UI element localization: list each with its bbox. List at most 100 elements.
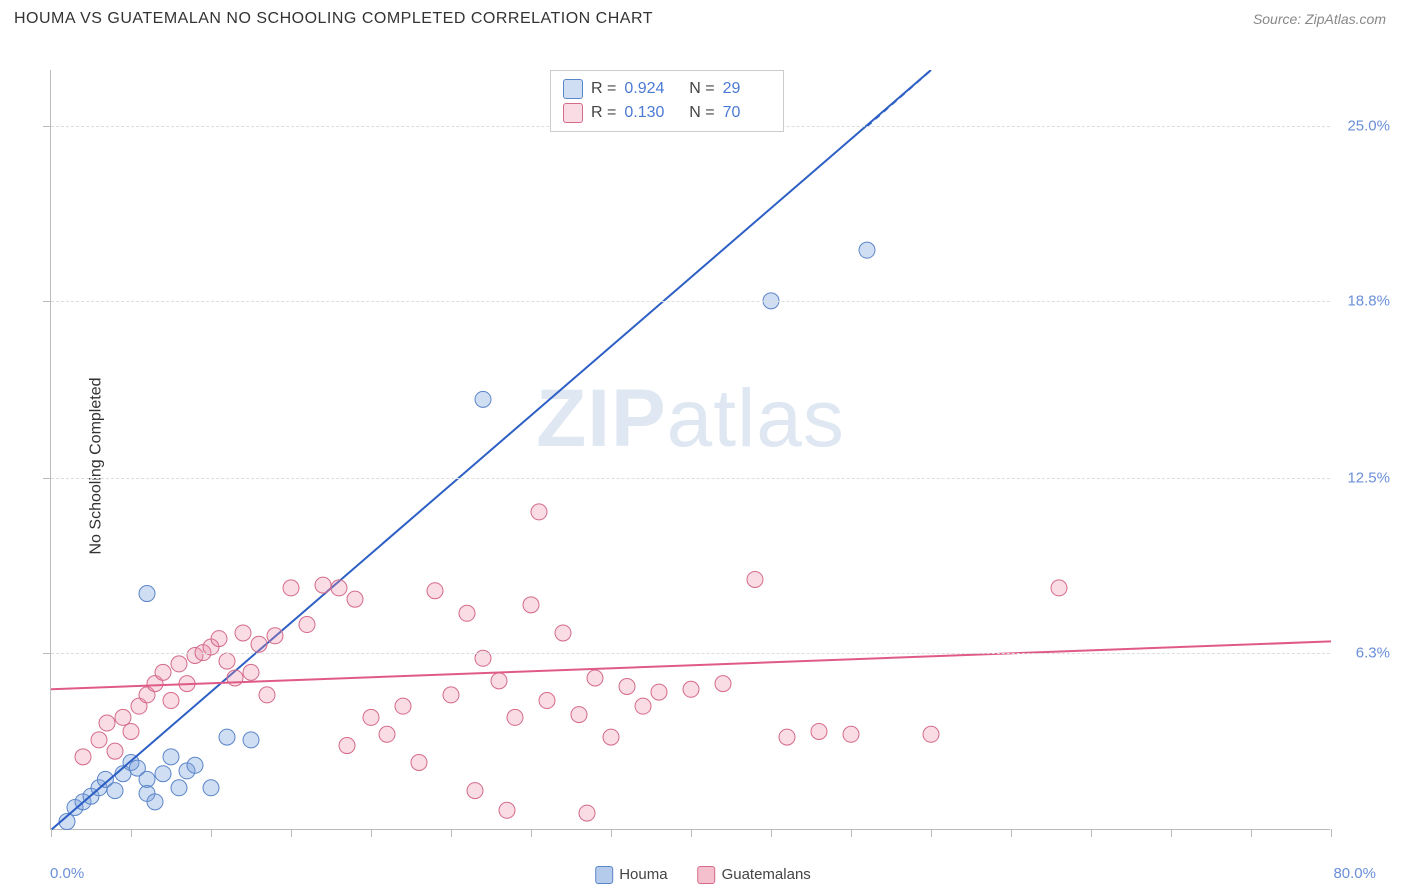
x-tick [771,829,772,837]
stats-legend-box: R =0.924 N =29R =0.130 N =70 [550,70,784,132]
scatter-point [427,583,443,599]
y-tick [43,126,51,127]
legend-label: Houma [619,866,667,883]
scatter-point [579,805,595,821]
scatter-point [339,738,355,754]
scatter-point [555,625,571,641]
x-tick [531,829,532,837]
scatter-point [523,597,539,613]
x-axis-min-label: 0.0% [50,865,84,882]
y-tick [43,478,51,479]
scatter-point [187,757,203,773]
scatter-point [243,664,259,680]
x-tick [451,829,452,837]
scatter-point [923,726,939,742]
scatter-point [75,749,91,765]
scatter-point [139,771,155,787]
scatter-point [155,766,171,782]
x-tick [371,829,372,837]
scatter-point [235,625,251,641]
scatter-point [259,687,275,703]
source-attribution: Source: ZipAtlas.com [1253,11,1386,27]
scatter-point [715,676,731,692]
grid-line [51,478,1330,479]
scatter-point [163,693,179,709]
x-tick [691,829,692,837]
scatter-point [283,580,299,596]
scatter-point [467,783,483,799]
y-tick-label: 12.5% [1347,470,1390,487]
grid-line [51,301,1330,302]
scatter-point [203,780,219,796]
x-tick [1331,829,1332,837]
stats-n-label: N = [680,104,714,122]
stats-row: R = 0.924 N = 29 [563,77,771,101]
x-tick [611,829,612,837]
scatter-point [363,709,379,725]
scatter-point [171,656,187,672]
x-tick [931,829,932,837]
scatter-point [331,580,347,596]
scatter-point [227,670,243,686]
x-tick [1251,829,1252,837]
scatter-point [115,709,131,725]
scatter-point [395,698,411,714]
y-tick-label: 6.3% [1356,644,1390,661]
stats-row: R =0.130 N =70 [563,101,771,125]
x-axis-max-label: 80.0% [1333,865,1376,882]
legend-swatch [563,103,583,123]
stats-r-label: R = [591,80,616,98]
stats-n-value: 70 [723,104,771,122]
legend-swatch [698,866,716,884]
stats-n-value: 29 [723,80,771,98]
scatter-point [347,591,363,607]
scatter-point [163,749,179,765]
x-tick [851,829,852,837]
scatter-point [443,687,459,703]
scatter-point [99,715,115,731]
legend-item: Guatemalans [698,866,811,884]
scatter-point [315,577,331,593]
scatter-point [843,726,859,742]
stats-r-value: 0.924 [624,80,672,98]
x-tick [131,829,132,837]
scatter-point [811,723,827,739]
scatter-point [499,802,515,818]
scatter-point [491,673,507,689]
legend-swatch [595,866,613,884]
y-tick-label: 18.8% [1347,292,1390,309]
scatter-point [139,586,155,602]
stats-r-label: R = [591,104,616,122]
scatter-point [587,670,603,686]
legend-item: Houma [595,866,667,884]
scatter-point [603,729,619,745]
scatter-point [619,678,635,694]
legend-label: Guatemalans [722,866,811,883]
scatter-point [379,726,395,742]
plot-area: ZIPatlas 6.3%12.5%18.8%25.0% [50,70,1330,830]
trend-line [51,70,931,830]
scatter-point [459,605,475,621]
trend-line-dashed [867,70,947,126]
x-tick [1091,829,1092,837]
scatter-point [475,391,491,407]
scatter-point [147,794,163,810]
scatter-point [243,732,259,748]
x-tick [51,829,52,837]
x-tick [1011,829,1012,837]
x-tick [211,829,212,837]
scatter-point [411,754,427,770]
stats-n-label: N = [680,80,714,98]
scatter-point [507,709,523,725]
scatter-point [251,636,267,652]
scatter-point [211,631,227,647]
chart-title: HOUMA VS GUATEMALAN NO SCHOOLING COMPLET… [14,10,653,28]
scatter-point [171,780,187,796]
scatter-point [571,707,587,723]
x-tick [1171,829,1172,837]
scatter-point [651,684,667,700]
scatter-point [539,693,555,709]
plot-svg [51,70,1331,830]
header: HOUMA VS GUATEMALAN NO SCHOOLING COMPLET… [0,0,1406,28]
scatter-point [219,729,235,745]
